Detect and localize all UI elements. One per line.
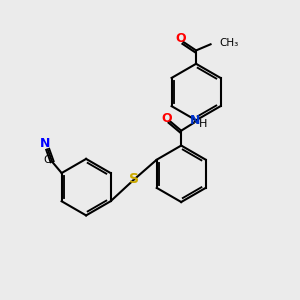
Text: H: H xyxy=(199,119,207,129)
Text: O: O xyxy=(161,112,172,125)
Text: S: S xyxy=(129,172,139,186)
Text: N: N xyxy=(189,114,200,128)
Text: N: N xyxy=(40,137,50,150)
Text: CH₃: CH₃ xyxy=(220,38,239,48)
Text: O: O xyxy=(175,32,186,45)
Text: C: C xyxy=(43,155,50,165)
